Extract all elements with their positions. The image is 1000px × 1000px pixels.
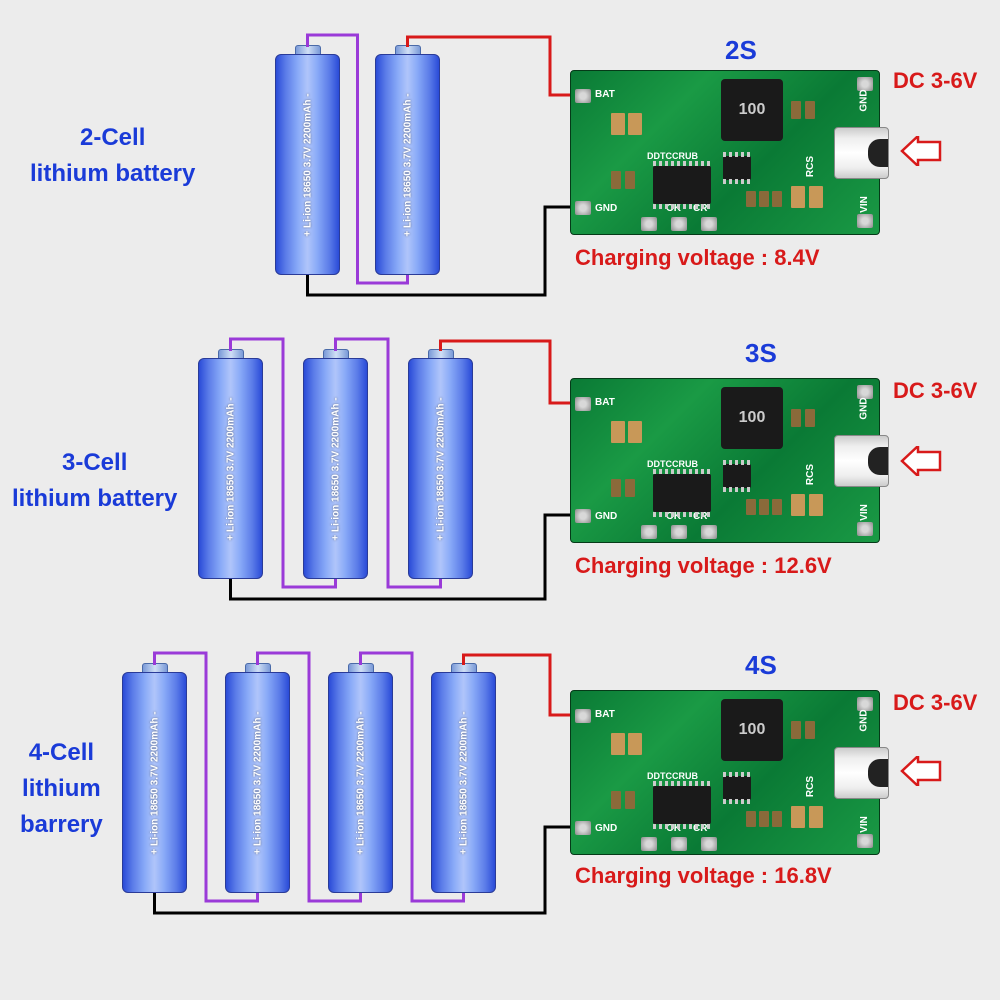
charging-voltage-label: Charging voltage : 8.4V	[575, 245, 820, 271]
config-title: 2S	[725, 35, 757, 66]
battery-cell: + Li-ion 18650 3.7V 2200mAh -	[431, 663, 496, 893]
usb-c-port	[834, 127, 889, 179]
dc-input-label: DC 3-6V	[893, 690, 977, 716]
charging-voltage-label: Charging voltage : 16.8V	[575, 863, 832, 889]
cell-count-label: 4-Celllithiumbarrery	[20, 735, 103, 843]
ic-chip	[653, 786, 711, 824]
battery-cell: + Li-ion 18650 3.7V 2200mAh -	[122, 663, 187, 893]
input-arrow-icon	[900, 756, 942, 786]
battery-cell: + Li-ion 18650 3.7V 2200mAh -	[198, 349, 263, 579]
ic-chip-small	[723, 464, 751, 488]
pcb-board: BAT GND OK CR GND VIN RCS DDTCCRUB 100	[570, 70, 880, 235]
ic-chip	[653, 474, 711, 512]
pcb-board: BAT GND OK CR GND VIN RCS DDTCCRUB 100	[570, 690, 880, 855]
battery-cell: + Li-ion 18650 3.7V 2200mAh -	[303, 349, 368, 579]
dc-input-label: DC 3-6V	[893, 378, 977, 404]
battery-cell: + Li-ion 18650 3.7V 2200mAh -	[275, 45, 340, 275]
battery-cell: + Li-ion 18650 3.7V 2200mAh -	[225, 663, 290, 893]
battery-cell: + Li-ion 18650 3.7V 2200mAh -	[408, 349, 473, 579]
ic-chip-small	[723, 156, 751, 180]
pcb-board: BAT GND OK CR GND VIN RCS DDTCCRUB 100	[570, 378, 880, 543]
usb-c-port	[834, 435, 889, 487]
ic-chip-small	[723, 776, 751, 800]
cell-count-label: 2-Celllithium battery	[30, 120, 195, 192]
inductor-component: 100	[721, 79, 783, 141]
charging-voltage-label: Charging voltage : 12.6V	[575, 553, 832, 579]
input-arrow-icon	[900, 136, 942, 166]
cell-count-label: 3-Celllithium battery	[12, 445, 177, 517]
dc-input-label: DC 3-6V	[893, 68, 977, 94]
config-title: 4S	[745, 650, 777, 681]
inductor-component: 100	[721, 699, 783, 761]
inductor-component: 100	[721, 387, 783, 449]
battery-cell: + Li-ion 18650 3.7V 2200mAh -	[328, 663, 393, 893]
usb-c-port	[834, 747, 889, 799]
input-arrow-icon	[900, 446, 942, 476]
battery-cell: + Li-ion 18650 3.7V 2200mAh -	[375, 45, 440, 275]
ic-chip	[653, 166, 711, 204]
config-title: 3S	[745, 338, 777, 369]
